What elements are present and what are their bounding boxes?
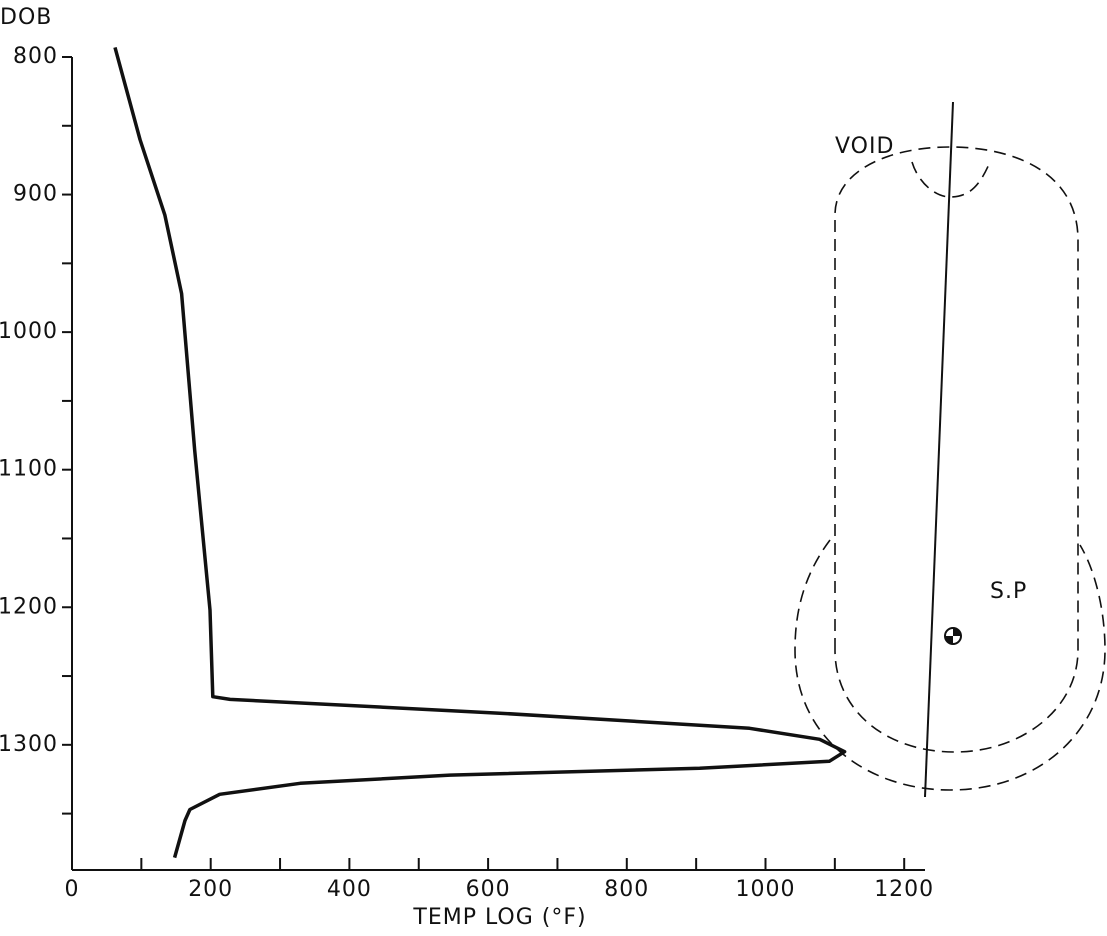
annotation: S.P <box>990 579 1027 604</box>
well-line <box>924 101 954 798</box>
x-tick-label: 400 <box>327 877 372 902</box>
temp-curve <box>113 46 847 859</box>
x-tick-label: 0 <box>65 877 80 902</box>
x-tick-label: 1000 <box>735 877 795 902</box>
y-tick-label: 1200 <box>0 594 58 619</box>
sp-marker <box>944 627 962 645</box>
y-tick-label: 1300 <box>0 732 58 757</box>
x-tick-label: 800 <box>604 877 649 902</box>
x-tick-label: 1200 <box>874 877 934 902</box>
outer-envelope <box>794 539 1106 791</box>
y-tick-label: 900 <box>13 182 58 207</box>
x-axis-label: TEMP LOG (°F) <box>412 905 586 930</box>
x-tick-label: 600 <box>466 877 511 902</box>
void-outline <box>834 146 1079 753</box>
y-tick-label: 800 <box>13 44 58 69</box>
y-tick-label: 1000 <box>0 319 58 344</box>
y-tick-label: 1100 <box>0 457 58 482</box>
void-diagram <box>794 101 1106 798</box>
annotation: VOID <box>835 134 894 159</box>
x-tick-label: 200 <box>188 877 233 902</box>
y-axis-label: DOB <box>0 5 52 30</box>
